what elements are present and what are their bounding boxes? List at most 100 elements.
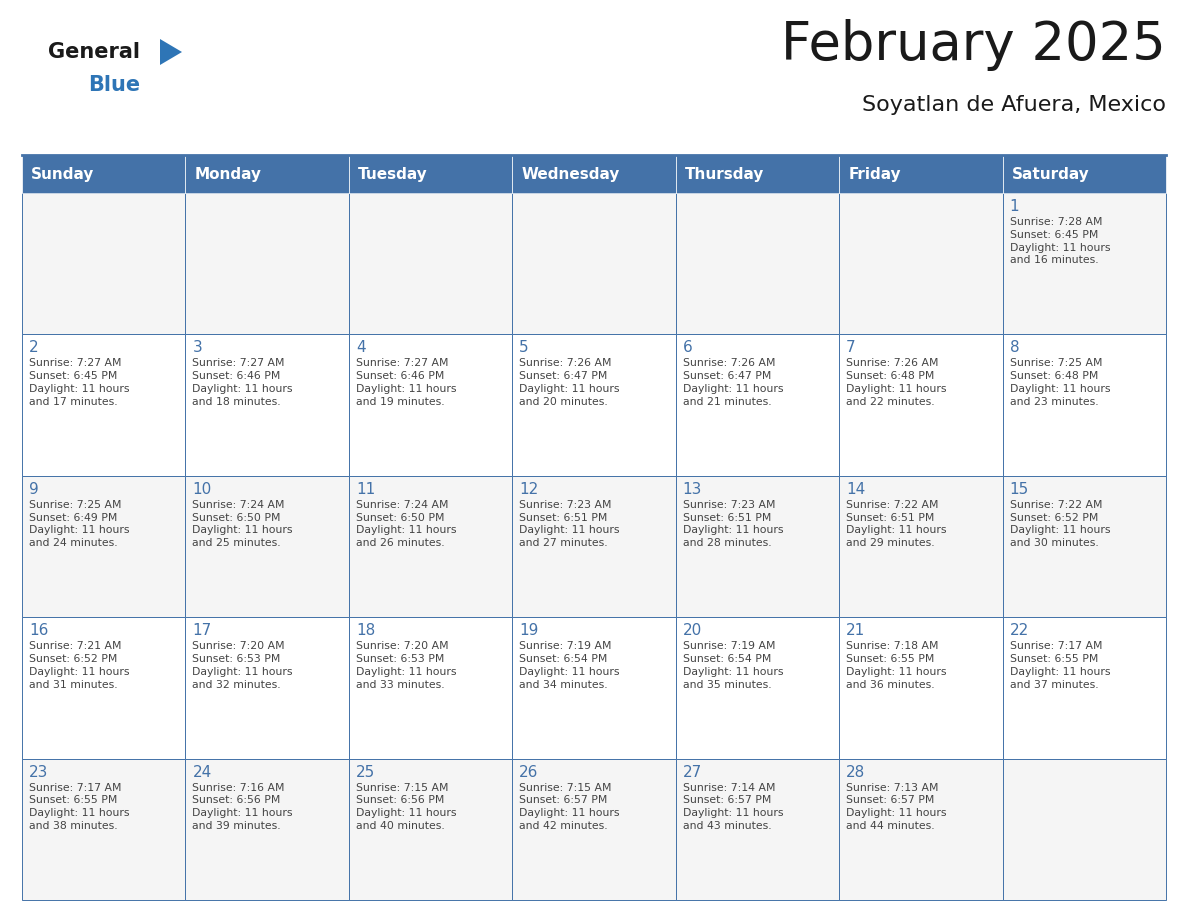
Text: Sunrise: 7:16 AM
Sunset: 6:56 PM
Daylight: 11 hours
and 39 minutes.: Sunrise: 7:16 AM Sunset: 6:56 PM Dayligh… [192, 783, 293, 831]
Text: February 2025: February 2025 [782, 19, 1165, 71]
Text: Tuesday: Tuesday [358, 166, 428, 182]
Text: 15: 15 [1010, 482, 1029, 497]
Bar [185, 155, 349, 193]
Text: 16: 16 [29, 623, 49, 638]
Text: Sunrise: 7:20 AM
Sunset: 6:53 PM
Daylight: 11 hours
and 33 minutes.: Sunrise: 7:20 AM Sunset: 6:53 PM Dayligh… [356, 641, 456, 689]
Bar [676, 193, 839, 334]
Bar [839, 334, 1003, 476]
Text: Sunrise: 7:28 AM
Sunset: 6:45 PM
Daylight: 11 hours
and 16 minutes.: Sunrise: 7:28 AM Sunset: 6:45 PM Dayligh… [1010, 217, 1110, 265]
Text: 23: 23 [29, 765, 49, 779]
Bar [349, 155, 512, 193]
Text: Blue: Blue [88, 75, 140, 95]
Bar [23, 617, 185, 758]
Bar [23, 155, 185, 193]
Text: 5: 5 [519, 341, 529, 355]
Text: 2: 2 [29, 341, 39, 355]
Text: Sunrise: 7:27 AM
Sunset: 6:45 PM
Daylight: 11 hours
and 17 minutes.: Sunrise: 7:27 AM Sunset: 6:45 PM Dayligh… [29, 358, 129, 407]
Text: Sunrise: 7:24 AM
Sunset: 6:50 PM
Daylight: 11 hours
and 26 minutes.: Sunrise: 7:24 AM Sunset: 6:50 PM Dayligh… [356, 499, 456, 548]
Bar [349, 476, 512, 617]
Text: Sunrise: 7:15 AM
Sunset: 6:57 PM
Daylight: 11 hours
and 42 minutes.: Sunrise: 7:15 AM Sunset: 6:57 PM Dayligh… [519, 783, 620, 831]
Text: 11: 11 [356, 482, 375, 497]
Bar [839, 617, 1003, 758]
Bar [185, 334, 349, 476]
Text: Thursday: Thursday [684, 166, 764, 182]
Text: Sunrise: 7:26 AM
Sunset: 6:48 PM
Daylight: 11 hours
and 22 minutes.: Sunrise: 7:26 AM Sunset: 6:48 PM Dayligh… [846, 358, 947, 407]
Bar [512, 476, 676, 617]
Text: Sunrise: 7:23 AM
Sunset: 6:51 PM
Daylight: 11 hours
and 28 minutes.: Sunrise: 7:23 AM Sunset: 6:51 PM Dayligh… [683, 499, 783, 548]
Text: 8: 8 [1010, 341, 1019, 355]
Bar [676, 617, 839, 758]
Text: 22: 22 [1010, 623, 1029, 638]
Bar [676, 476, 839, 617]
Text: Sunrise: 7:23 AM
Sunset: 6:51 PM
Daylight: 11 hours
and 27 minutes.: Sunrise: 7:23 AM Sunset: 6:51 PM Dayligh… [519, 499, 620, 548]
Text: Sunrise: 7:17 AM
Sunset: 6:55 PM
Daylight: 11 hours
and 37 minutes.: Sunrise: 7:17 AM Sunset: 6:55 PM Dayligh… [1010, 641, 1110, 689]
Text: Sunrise: 7:25 AM
Sunset: 6:48 PM
Daylight: 11 hours
and 23 minutes.: Sunrise: 7:25 AM Sunset: 6:48 PM Dayligh… [1010, 358, 1110, 407]
Bar [349, 617, 512, 758]
Text: 26: 26 [519, 765, 538, 779]
Bar [349, 758, 512, 900]
Text: Sunrise: 7:26 AM
Sunset: 6:47 PM
Daylight: 11 hours
and 20 minutes.: Sunrise: 7:26 AM Sunset: 6:47 PM Dayligh… [519, 358, 620, 407]
Bar [676, 758, 839, 900]
Text: 10: 10 [192, 482, 211, 497]
Bar [185, 758, 349, 900]
Bar [839, 758, 1003, 900]
Text: 27: 27 [683, 765, 702, 779]
Text: General: General [48, 42, 140, 62]
Text: Sunrise: 7:24 AM
Sunset: 6:50 PM
Daylight: 11 hours
and 25 minutes.: Sunrise: 7:24 AM Sunset: 6:50 PM Dayligh… [192, 499, 293, 548]
Text: 14: 14 [846, 482, 865, 497]
Bar [23, 476, 185, 617]
Bar [512, 193, 676, 334]
Bar [349, 334, 512, 476]
Bar [23, 758, 185, 900]
Bar [1003, 193, 1165, 334]
Bar [23, 193, 185, 334]
Text: Sunrise: 7:13 AM
Sunset: 6:57 PM
Daylight: 11 hours
and 44 minutes.: Sunrise: 7:13 AM Sunset: 6:57 PM Dayligh… [846, 783, 947, 831]
Bar [1003, 155, 1165, 193]
Text: 25: 25 [356, 765, 375, 779]
Text: 3: 3 [192, 341, 202, 355]
Text: Sunrise: 7:26 AM
Sunset: 6:47 PM
Daylight: 11 hours
and 21 minutes.: Sunrise: 7:26 AM Sunset: 6:47 PM Dayligh… [683, 358, 783, 407]
Text: 19: 19 [519, 623, 538, 638]
Text: 4: 4 [356, 341, 366, 355]
Bar [839, 155, 1003, 193]
Text: Sunrise: 7:22 AM
Sunset: 6:52 PM
Daylight: 11 hours
and 30 minutes.: Sunrise: 7:22 AM Sunset: 6:52 PM Dayligh… [1010, 499, 1110, 548]
Text: Sunrise: 7:21 AM
Sunset: 6:52 PM
Daylight: 11 hours
and 31 minutes.: Sunrise: 7:21 AM Sunset: 6:52 PM Dayligh… [29, 641, 129, 689]
Text: 28: 28 [846, 765, 865, 779]
Bar [349, 193, 512, 334]
Text: Sunrise: 7:20 AM
Sunset: 6:53 PM
Daylight: 11 hours
and 32 minutes.: Sunrise: 7:20 AM Sunset: 6:53 PM Dayligh… [192, 641, 293, 689]
Bar [839, 193, 1003, 334]
Bar [839, 476, 1003, 617]
Text: Soyatlan de Afuera, Mexico: Soyatlan de Afuera, Mexico [862, 95, 1165, 115]
Bar [512, 155, 676, 193]
Text: 18: 18 [356, 623, 375, 638]
Text: 1: 1 [1010, 199, 1019, 214]
Text: Friday: Friday [848, 166, 901, 182]
Text: Sunrise: 7:15 AM
Sunset: 6:56 PM
Daylight: 11 hours
and 40 minutes.: Sunrise: 7:15 AM Sunset: 6:56 PM Dayligh… [356, 783, 456, 831]
Text: 24: 24 [192, 765, 211, 779]
Text: 21: 21 [846, 623, 865, 638]
Text: 20: 20 [683, 623, 702, 638]
Text: 7: 7 [846, 341, 855, 355]
Bar [1003, 758, 1165, 900]
Bar [1003, 334, 1165, 476]
Text: Sunrise: 7:25 AM
Sunset: 6:49 PM
Daylight: 11 hours
and 24 minutes.: Sunrise: 7:25 AM Sunset: 6:49 PM Dayligh… [29, 499, 129, 548]
Text: Sunday: Sunday [31, 166, 94, 182]
Bar [676, 334, 839, 476]
Bar [185, 476, 349, 617]
Text: 17: 17 [192, 623, 211, 638]
Bar [23, 334, 185, 476]
Text: Sunrise: 7:19 AM
Sunset: 6:54 PM
Daylight: 11 hours
and 35 minutes.: Sunrise: 7:19 AM Sunset: 6:54 PM Dayligh… [683, 641, 783, 689]
Text: 9: 9 [29, 482, 39, 497]
Text: 13: 13 [683, 482, 702, 497]
Polygon shape [160, 39, 182, 65]
Text: Monday: Monday [195, 166, 261, 182]
Text: Sunrise: 7:22 AM
Sunset: 6:51 PM
Daylight: 11 hours
and 29 minutes.: Sunrise: 7:22 AM Sunset: 6:51 PM Dayligh… [846, 499, 947, 548]
Text: Sunrise: 7:17 AM
Sunset: 6:55 PM
Daylight: 11 hours
and 38 minutes.: Sunrise: 7:17 AM Sunset: 6:55 PM Dayligh… [29, 783, 129, 831]
Bar [1003, 476, 1165, 617]
Text: 12: 12 [519, 482, 538, 497]
Bar [185, 617, 349, 758]
Bar [512, 758, 676, 900]
Text: Sunrise: 7:14 AM
Sunset: 6:57 PM
Daylight: 11 hours
and 43 minutes.: Sunrise: 7:14 AM Sunset: 6:57 PM Dayligh… [683, 783, 783, 831]
Text: Sunrise: 7:19 AM
Sunset: 6:54 PM
Daylight: 11 hours
and 34 minutes.: Sunrise: 7:19 AM Sunset: 6:54 PM Dayligh… [519, 641, 620, 689]
Text: Wednesday: Wednesday [522, 166, 620, 182]
